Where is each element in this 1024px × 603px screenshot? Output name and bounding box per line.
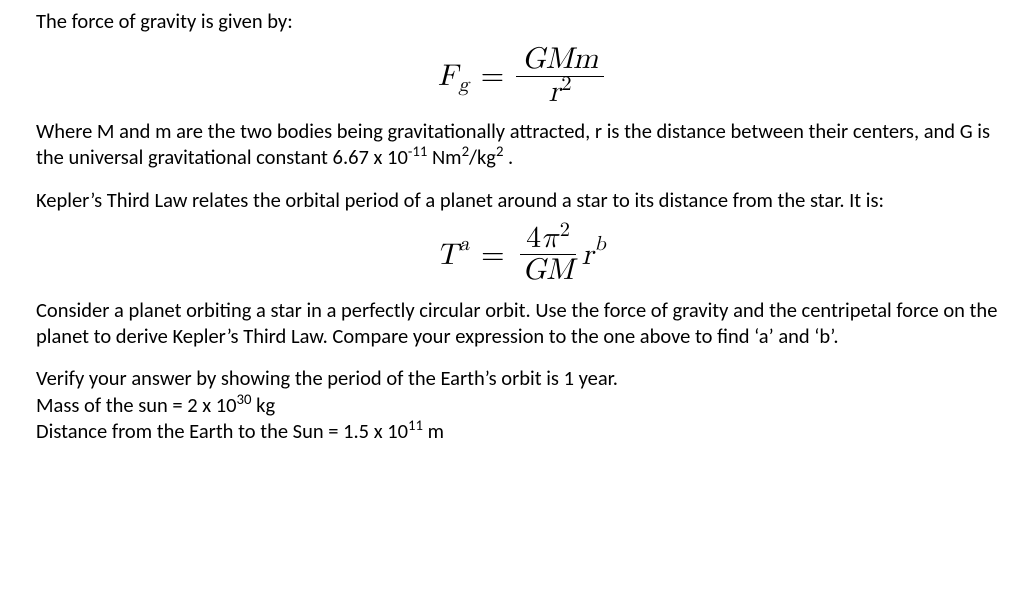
earth-dist-pre: Distance from the Earth to the Sun = 1.5… [36,418,408,444]
earth-dist-post: m [423,418,444,444]
equation-gravity: Fg = GMm r2 [36,44,1006,108]
derivation-task: Consider a planet orbiting a star in a p… [36,297,1006,349]
verify-block: Verify your answer by showing the period… [36,365,1006,444]
eq1-sub: g [458,72,468,98]
eq2-exp: a [459,231,469,257]
eq1-denominator: r2 [543,77,578,109]
sun-mass-pre: Mass of the sun = 2 x 10 [36,392,237,418]
eq2-numerator: 4π2 [520,223,576,256]
equals-sign: = [481,57,504,95]
eq1-var: F [438,57,458,95]
eq2-num-4: 4 [526,223,541,253]
gravity-description: Where M and m are the two bodies being g… [36,118,1006,170]
eq2-fraction: 4π2 GM [517,223,580,287]
eq1-numerator: GMm [516,44,604,77]
para1-exp1: -11 [408,143,427,161]
sun-mass-exp: 30 [237,390,252,408]
eq2-num-exp: 2 [560,220,570,240]
eq1-lhs: Fg [438,57,469,95]
eq2-lhs: Ta [436,236,469,274]
earth-dist-exp: 11 [408,416,423,434]
eq2-denominator: GM [517,255,580,287]
eq1-den-var: r [549,77,561,107]
equation-kepler: Ta = 4π2 GM rb [36,223,1006,287]
eq2-tail-var: r [582,236,594,274]
eq1-fraction: GMm r2 [516,44,604,108]
eq2-tail: rb [582,236,606,274]
para1-b: Nm [427,144,461,170]
intro-paragraph: The force of gravity is given by: [36,8,1006,34]
equals-sign: = [481,236,504,274]
eq1-den-exp: 2 [561,74,571,94]
eq2-num-pi: π [541,223,559,253]
para1-exp2: 2 [462,143,469,161]
kepler-intro: Kepler’s Third Law relates the orbital p… [36,187,1006,213]
eq2-tail-exp: b [594,231,605,257]
para1-d: . [503,144,513,170]
eq2-var: T [436,236,458,274]
verify-line-1: Verify your answer by showing the period… [36,365,618,391]
document-page: The force of gravity is given by: Fg = G… [0,0,1024,462]
sun-mass-post: kg [252,392,276,418]
para1-c: /kg [469,144,496,170]
